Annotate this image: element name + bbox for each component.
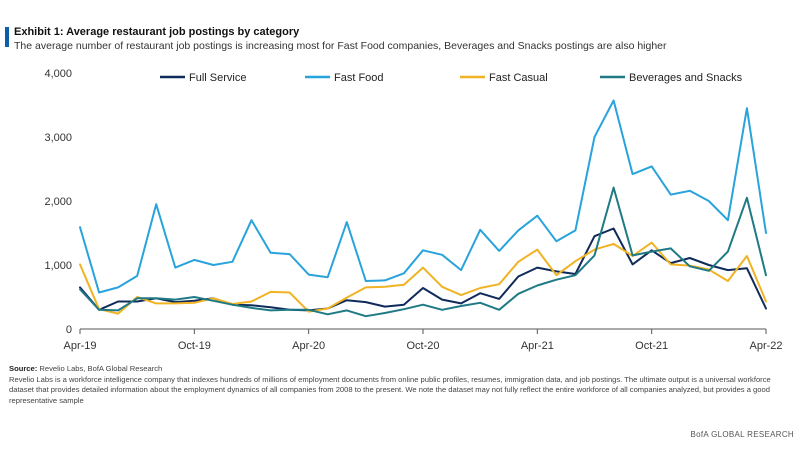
y-tick-label: 2,000	[44, 196, 72, 208]
line-chart: 0 1,000 2,000 3,000 4,000 Apr-19 Oct-19 Apr-20…	[44, 68, 783, 352]
series-line-fast-casual	[79, 241, 767, 315]
x-tick-label: Oct-19	[178, 340, 211, 352]
x-tick-label: Apr-20	[292, 340, 325, 352]
chart-subtitle: The average number of restaurant job pos…	[14, 40, 667, 52]
x-tick-label: Apr-21	[521, 340, 554, 352]
series-line-fast-food	[79, 99, 767, 294]
series-lines	[79, 99, 767, 318]
y-tick-label: 4,000	[44, 68, 72, 80]
legend-label-full-service: Full Service	[189, 72, 246, 84]
source-text: Revelio Labs, BofA Global Research	[39, 364, 163, 373]
series-line-full-service	[79, 227, 767, 312]
chart-footer: Source: Revelio Labs, BofA Global Resear…	[9, 364, 797, 406]
x-tick-label: Oct-21	[635, 340, 668, 352]
x-axis: Apr-19 Oct-19 Apr-20 Oct-20 Apr-21 Oct-21 Apr-…	[63, 328, 783, 352]
title-accent-bar	[5, 27, 9, 47]
y-tick-label: 3,000	[44, 132, 72, 144]
legend-label-fast-casual: Fast Casual	[489, 72, 548, 84]
methodology-note: Revelio Labs is a workforce intelligence…	[9, 374, 771, 405]
legend-label-beverages-and-snacks: Beverages and Snacks	[629, 72, 743, 84]
chart-title: Exhibit 1: Average restaurant job postin…	[14, 26, 300, 38]
publisher-credit: BofA GLOBAL RESEARCH	[690, 430, 794, 439]
x-tick-label: Oct-20	[406, 340, 439, 352]
x-tick-label: Apr-22	[749, 340, 782, 352]
y-tick-label: 0	[66, 324, 72, 336]
legend-label-fast-food: Fast Food	[334, 72, 384, 84]
y-tick-label: 1,000	[44, 260, 72, 272]
source-line: Source: Revelio Labs, BofA Global Resear…	[9, 364, 797, 375]
source-label: Source:	[9, 364, 38, 373]
series-line-beverages-and-snacks	[79, 186, 767, 318]
x-tick-label: Apr-19	[63, 340, 96, 352]
legend: Full Service Fast Food Fast Casual Beverage…	[160, 72, 743, 84]
y-axis: 0 1,000 2,000 3,000 4,000	[44, 68, 72, 336]
